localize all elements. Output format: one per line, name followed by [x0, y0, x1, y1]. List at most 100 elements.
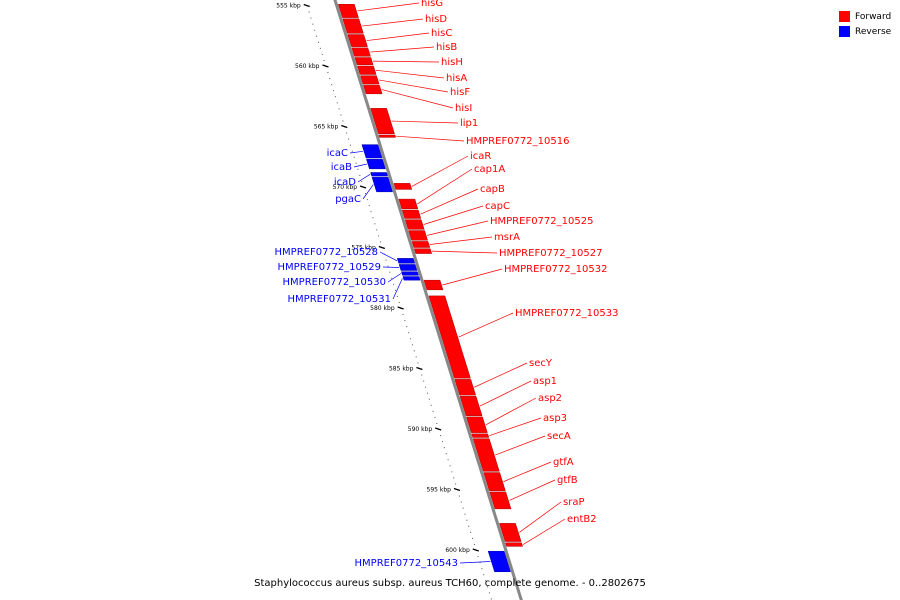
gene-secA	[472, 438, 500, 472]
label-leader	[474, 362, 528, 388]
scale-ticks: 555 kbp 560 kbp 565 kbp 570 kbp 575 kbp 580 k…	[276, 3, 479, 554]
ruler-dot	[314, 29, 316, 31]
gene-label-secA: secA	[547, 431, 571, 442]
gene-hisD	[342, 18, 364, 34]
ruler-dot	[413, 350, 415, 352]
ruler-dot	[366, 199, 368, 201]
ruler-dot	[338, 108, 340, 110]
ruler-dot	[464, 513, 466, 515]
ruler-dot	[434, 416, 436, 418]
ruler-dot	[415, 356, 417, 358]
legend: Forward Reverse	[839, 9, 891, 39]
gene-sraP	[499, 523, 522, 542]
ruler-dot	[310, 17, 312, 19]
gene-label-asp3: asp3	[543, 413, 567, 424]
gene-label-icaD: icaD	[334, 177, 356, 188]
ruler-dot	[426, 392, 428, 394]
label-leader	[372, 60, 440, 63]
gene-icaD	[370, 172, 389, 177]
gene-label-cap1A: cap1A	[474, 164, 505, 175]
gene-HMPREF0772_10516	[378, 134, 396, 138]
ruler-dot	[408, 332, 410, 334]
genome-backbone	[333, 0, 523, 600]
backbone-line	[333, 0, 523, 600]
label-leader	[489, 417, 542, 436]
ruler-dot	[329, 78, 331, 80]
ruler-dot	[387, 265, 389, 267]
ruler-dot	[370, 211, 372, 213]
gene-label-hisH: hisH	[441, 57, 463, 68]
label-leader	[362, 184, 374, 200]
tick-mark	[341, 124, 348, 129]
ruler-dot	[379, 241, 381, 243]
gene-label-secY: secY	[529, 358, 553, 369]
gene-asp1	[459, 396, 483, 416]
tick-mark	[434, 427, 442, 431]
gene-gtfA	[483, 472, 506, 491]
gene-label-hisC: hisC	[431, 28, 452, 39]
label-leader	[411, 155, 469, 187]
label-leader	[357, 173, 371, 183]
gene-label-HMPREF0772_10531: HMPREF0772_10531	[288, 294, 391, 305]
ruler-dot	[430, 404, 432, 406]
gene-HMPREF0772_10531	[402, 276, 421, 281]
tick-mark	[359, 185, 367, 189]
label-leader	[370, 46, 435, 53]
gene-capB	[401, 209, 422, 219]
ruler-dot	[334, 96, 336, 98]
tick-label: 555 kbp	[276, 3, 301, 10]
gene-label-hisG: hisG	[421, 0, 443, 9]
gene-label-HMPREF0772_10530: HMPREF0772_10530	[283, 277, 386, 288]
label-leader	[458, 312, 514, 338]
legend-reverse: Reverse	[839, 24, 891, 39]
label-leader	[429, 236, 493, 245]
ruler-dot	[462, 507, 464, 509]
label-leader	[381, 89, 454, 109]
label-leader	[431, 250, 498, 254]
reverse-swatch	[839, 26, 850, 37]
ruler-dot	[483, 574, 485, 576]
tick-mark	[472, 548, 479, 552]
gene-asp3	[471, 433, 490, 438]
gene-secY	[454, 379, 477, 396]
ruler-dot	[333, 90, 335, 92]
gene-icaB	[366, 158, 386, 170]
tick-mark	[453, 487, 461, 492]
gene-label-gtfA: gtfA	[553, 457, 574, 468]
ruler-dot	[398, 301, 400, 303]
ruler-dot	[470, 531, 472, 533]
tick-mark	[303, 3, 310, 8]
gene-asp2	[466, 416, 488, 433]
ruler-dot	[355, 162, 357, 164]
gene-label-hisB: hisB	[436, 42, 457, 53]
label-leader	[387, 273, 402, 283]
ruler-dot	[394, 289, 396, 291]
ruler-dot	[477, 556, 479, 558]
ruler-dot	[389, 271, 391, 273]
gene-label-HMPREF0772_10528: HMPREF0772_10528	[275, 247, 378, 258]
ruler-dot	[323, 59, 325, 61]
tick-label: 600 kbp	[445, 547, 470, 554]
gene-label-HMPREF0772_10516: HMPREF0772_10516	[466, 136, 569, 147]
gene-label-hisA: hisA	[446, 73, 467, 84]
gene-hisH	[354, 57, 374, 66]
ruler-dot	[428, 398, 430, 400]
ruler-dot	[466, 519, 468, 521]
ruler-dot	[374, 223, 376, 225]
gene-label-HMPREF0772_10543: HMPREF0772_10543	[355, 558, 458, 569]
ruler-dot	[468, 525, 470, 527]
label-leader	[503, 461, 552, 482]
ruler-dot	[404, 320, 406, 322]
label-leader	[378, 79, 449, 93]
gene-features	[337, 4, 523, 573]
ruler-dot	[460, 501, 462, 503]
tick-label: 570 kbp	[333, 184, 358, 191]
gene-icaC	[361, 144, 383, 159]
gene-labels: hisG hisD hisC hisB hisH hisA hisF hisI lip1 HMPR…	[275, 0, 619, 569]
ruler-dot	[385, 259, 387, 261]
ruler-dot	[353, 156, 355, 158]
tick-label: 575 kbp	[351, 245, 376, 252]
ruler-dot	[472, 537, 474, 539]
label-leader	[349, 150, 364, 154]
ruler-dot	[410, 338, 412, 340]
